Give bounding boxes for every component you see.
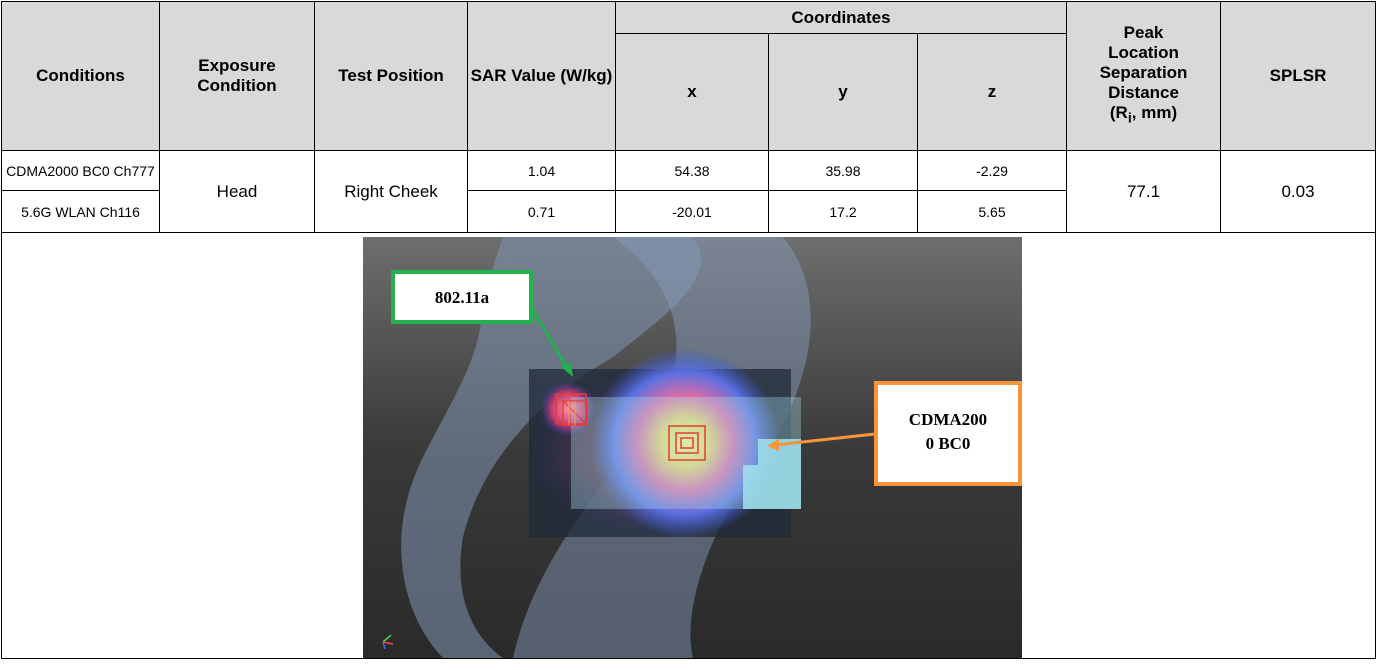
y-cell: 35.98 xyxy=(768,150,918,191)
wlan-callout-box xyxy=(391,270,533,324)
axis-triad-icon xyxy=(382,634,394,650)
z-cell: -2.29 xyxy=(916,150,1068,191)
cdma-callout-label-line2: 0 BC0 xyxy=(926,434,971,453)
wlan-callout-label: 802.11a xyxy=(435,288,490,307)
header-x: x xyxy=(615,33,769,151)
cdma-callout-label-line1: CDMA200 xyxy=(909,410,987,429)
condition-cell: 5.6G WLAN Ch116 xyxy=(1,190,160,233)
distance-cell: 77.1 xyxy=(1066,150,1222,233)
z-cell: 5.65 xyxy=(916,190,1068,233)
header-splsr: SPLSR xyxy=(1220,1,1377,151)
y-cell: 17.2 xyxy=(768,190,918,233)
table-row: CDMA2000 BC0 Ch777 Head Right Cheek 1.04… xyxy=(1,150,1377,233)
exposure-cell: Head xyxy=(159,150,315,233)
header-exposure-condition: Exposure Condition xyxy=(159,1,315,151)
header-sar-value: SAR Value (W/kg) xyxy=(467,1,616,151)
cdma-callout-box xyxy=(874,381,1022,486)
condition-cell: CDMA2000 BC0 Ch777 xyxy=(1,150,160,191)
header-y: y xyxy=(768,33,918,151)
x-cell: 54.38 xyxy=(615,150,769,191)
position-cell: Right Cheek xyxy=(314,150,468,233)
header-z: z xyxy=(916,33,1068,151)
table-row: 5.6G WLAN Ch116 0.71 -20.01 17.2 5.65 xyxy=(1,190,1376,233)
splsr-cell: 0.03 xyxy=(1220,150,1377,233)
header-conditions: Conditions xyxy=(1,1,160,151)
sar-distribution-image: 802.11a CDMA200 0 BC0 xyxy=(363,237,1022,658)
header-test-position: Test Position xyxy=(314,1,468,151)
header-coordinates: Coordinates xyxy=(614,1,1068,34)
phantom-head-shape xyxy=(401,237,702,658)
x-cell: -20.01 xyxy=(615,190,769,233)
header-peak-location-distance: Peak Location Separation Distance (Ri, m… xyxy=(1066,1,1222,151)
sar-distribution-figure-cell: 802.11a CDMA200 0 BC0 xyxy=(0,232,1377,659)
sar-cell: 1.04 xyxy=(467,150,616,191)
sar-cell: 0.71 xyxy=(467,190,616,233)
